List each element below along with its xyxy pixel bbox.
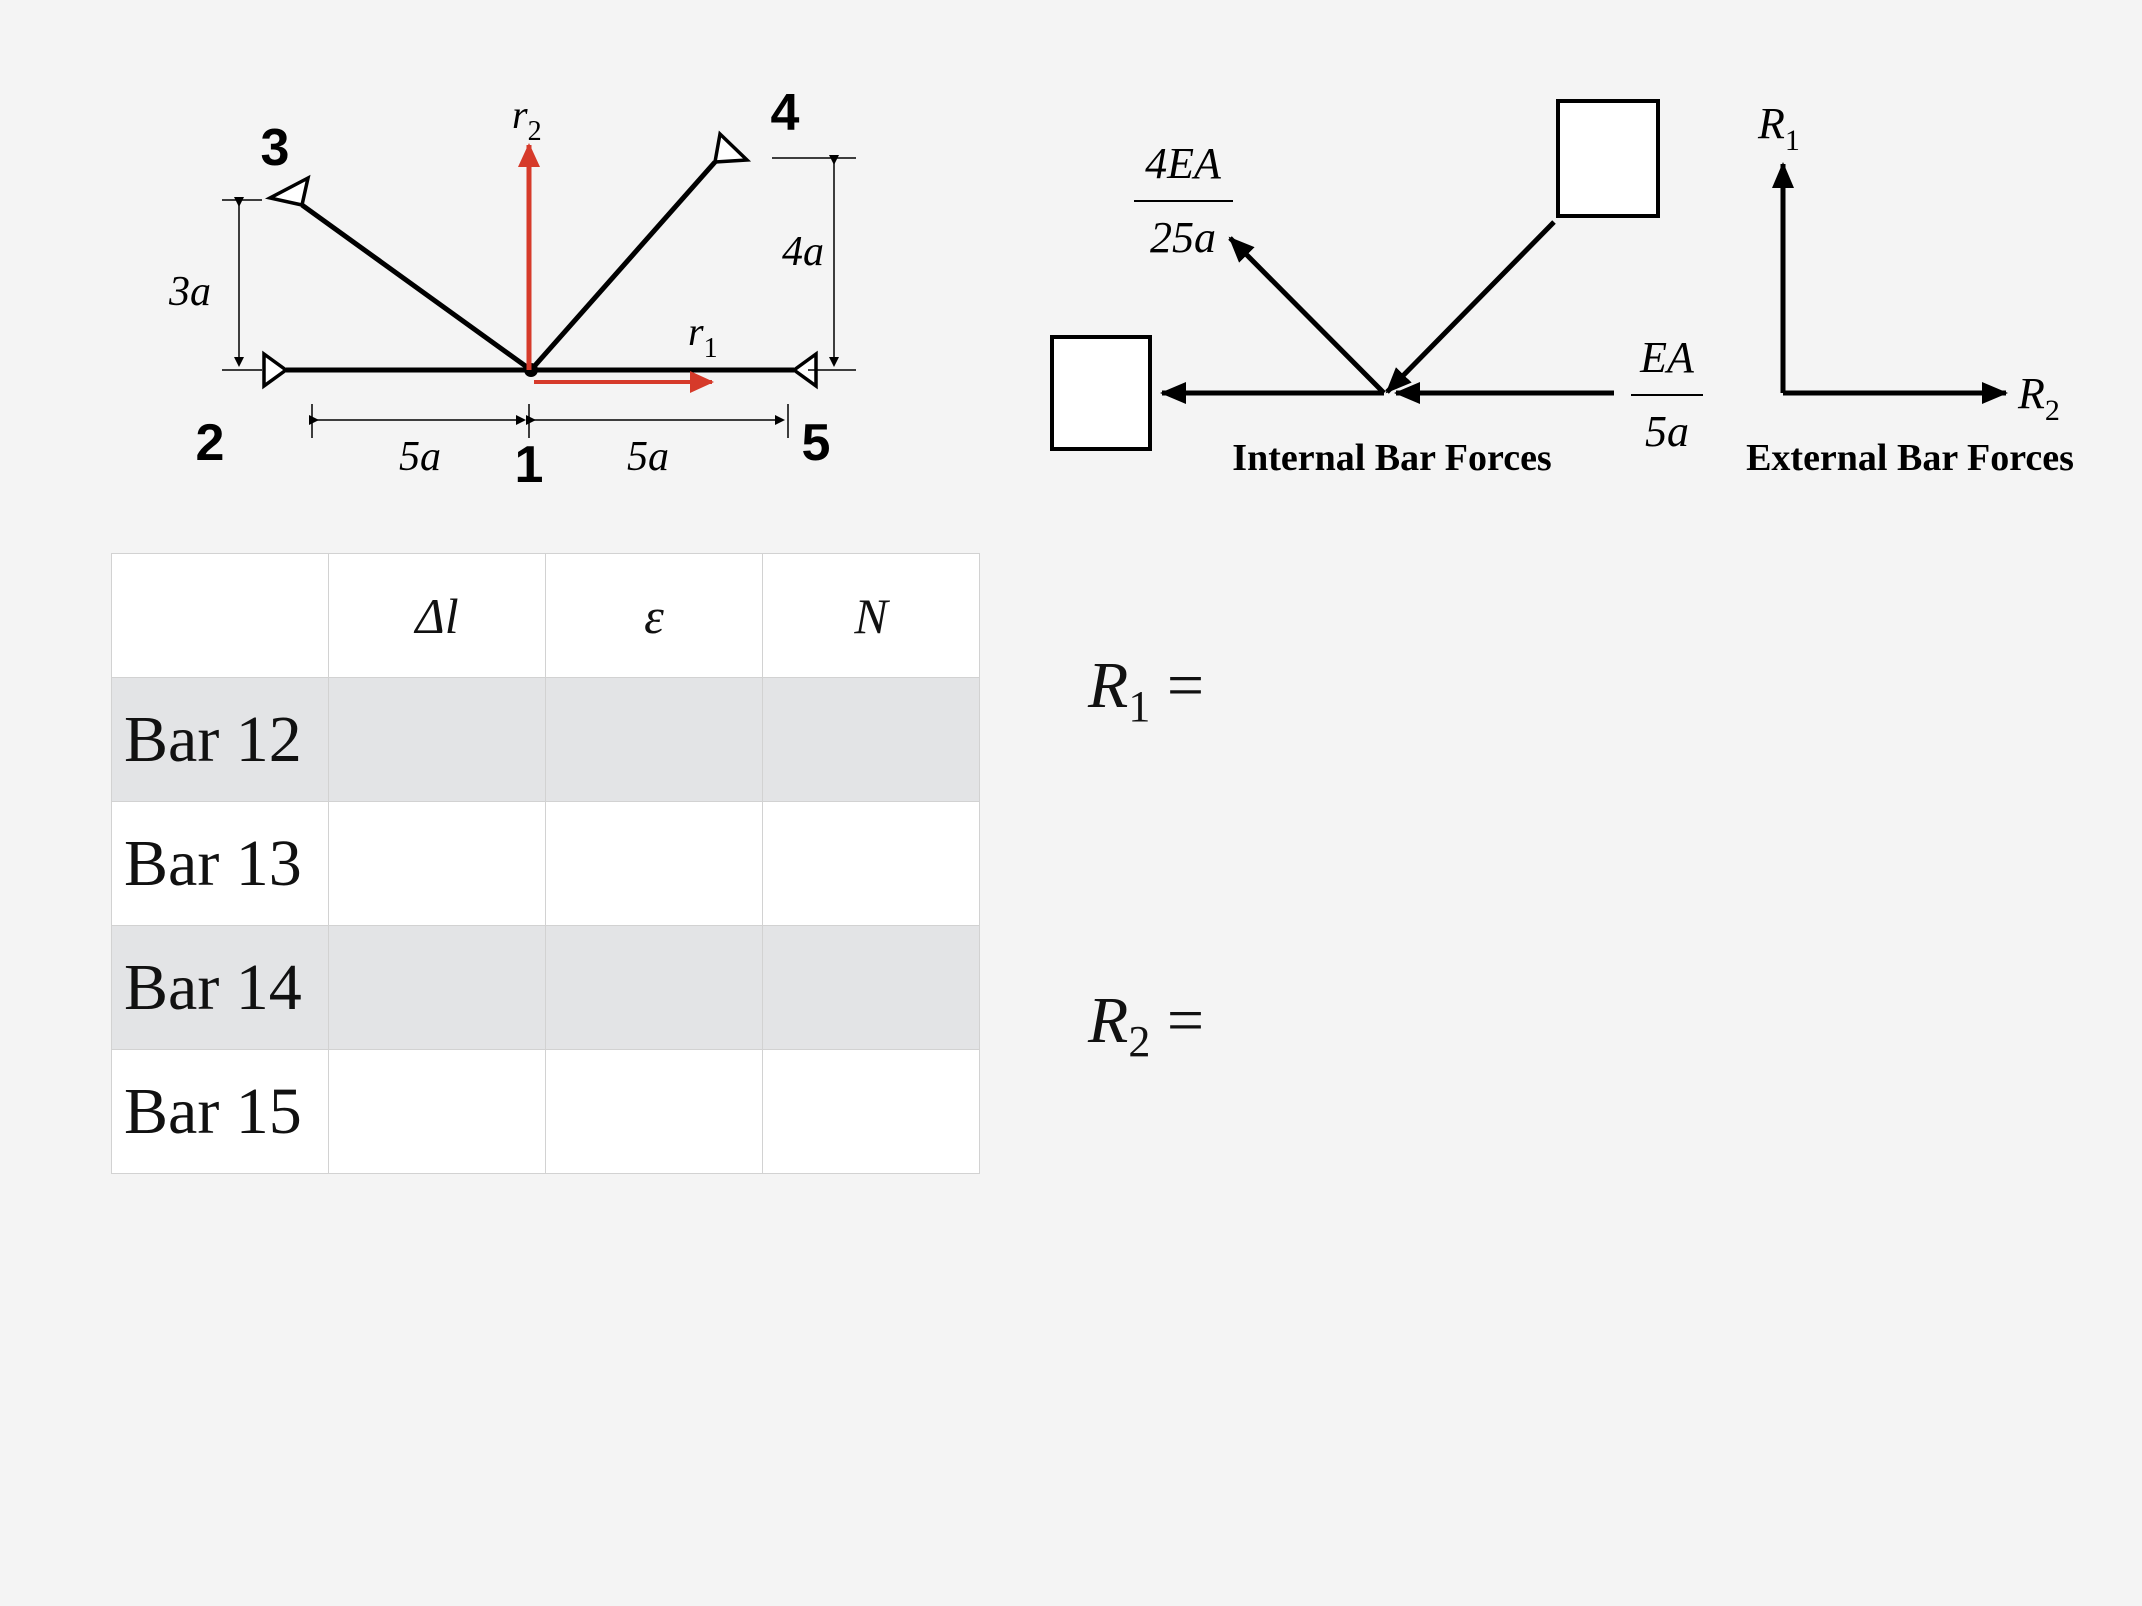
- support-node-2: [262, 350, 289, 390]
- table-header-delta-l: Δl: [328, 553, 546, 678]
- table-header-row: Δl ε N: [111, 553, 980, 678]
- cell-bar-13-delta-l[interactable]: [328, 801, 546, 926]
- equation-R2-equals: =: [1150, 984, 1205, 1057]
- internal-forces-title: Internal Bar Forces: [1232, 437, 1551, 479]
- equation-R2: R2 =: [1088, 983, 1204, 1067]
- table-row: Bar 14: [111, 925, 980, 1050]
- table-row: Bar 12: [111, 677, 980, 802]
- equation-R2-symbol: R: [1088, 984, 1129, 1057]
- cell-bar-12-epsilon[interactable]: [545, 677, 763, 802]
- force-arrow-diagonal-up: [1228, 236, 1386, 395]
- row-label-bar-14: Bar 14: [111, 925, 329, 1050]
- dimension-lines: [222, 155, 856, 438]
- dof-r1-label: r1: [688, 309, 718, 364]
- support-node-4: [712, 130, 752, 164]
- stiffness-horiz-denominator: 5a: [1645, 407, 1689, 456]
- dim-label-5a-left: 5a: [399, 434, 441, 480]
- dim-label-4a: 4a: [782, 229, 824, 275]
- node-label-1: 1: [515, 436, 544, 494]
- stiffness-diag-numerator: 4EA: [1145, 139, 1222, 188]
- table-row: Bar 13: [111, 801, 980, 926]
- row-label-bar-12: Bar 12: [111, 677, 329, 802]
- table-header-blank: [111, 553, 329, 678]
- equation-R2-subscript: 2: [1128, 1017, 1151, 1066]
- cell-bar-14-N[interactable]: [762, 925, 980, 1050]
- table-row: Bar 15: [111, 1049, 980, 1174]
- node-label-3: 3: [261, 119, 290, 177]
- equation-R1-subscript: 1: [1128, 682, 1151, 731]
- cell-bar-15-delta-l[interactable]: [328, 1049, 546, 1174]
- cell-bar-15-N[interactable]: [762, 1049, 980, 1174]
- node-label-5: 5: [802, 414, 831, 472]
- row-label-bar-13: Bar 13: [111, 801, 329, 926]
- node-label-4: 4: [771, 84, 800, 142]
- bar-13: [300, 202, 533, 373]
- equation-R1: R1 =: [1088, 648, 1204, 732]
- axis-R2-label: R2: [2017, 369, 2060, 427]
- cell-bar-14-epsilon[interactable]: [545, 925, 763, 1050]
- internal-forces-diagram: 4EA 25a EA 5a Internal Bar Forces: [1050, 99, 1703, 479]
- cell-bar-15-epsilon[interactable]: [545, 1049, 763, 1174]
- dim-label-5a-right: 5a: [627, 434, 669, 480]
- axis-R1-label: R1: [1757, 99, 1800, 157]
- cell-bar-14-delta-l[interactable]: [328, 925, 546, 1050]
- table-header-epsilon: ε: [545, 553, 763, 678]
- force-arrow-diagonal-down: [1385, 220, 1556, 394]
- bar-14: [529, 160, 717, 372]
- bar-table: Δl ε N Bar 12 Bar 13 Bar 14 Bar 15: [111, 553, 980, 1174]
- row-label-bar-15: Bar 15: [111, 1049, 329, 1174]
- stiffness-horiz-numerator: EA: [1639, 333, 1695, 382]
- dof-r2-label: r2: [512, 92, 542, 147]
- stiffness-diag-denominator: 25a: [1150, 213, 1216, 262]
- support-node-3: [264, 174, 311, 208]
- cell-bar-12-N[interactable]: [762, 677, 980, 802]
- table-header-N: N: [762, 553, 980, 678]
- node-label-2: 2: [196, 414, 225, 472]
- truss-bars: [286, 160, 794, 373]
- cell-bar-13-epsilon[interactable]: [545, 801, 763, 926]
- equation-R1-symbol: R: [1088, 649, 1129, 722]
- answer-box-left: [1050, 335, 1152, 451]
- dim-label-3a: 3a: [168, 269, 211, 315]
- external-forces-diagram: R1 R2 External Bar Forces: [1746, 99, 2074, 479]
- cell-bar-12-delta-l[interactable]: [328, 677, 546, 802]
- external-forces-title: External Bar Forces: [1746, 437, 2074, 479]
- cell-bar-13-N[interactable]: [762, 801, 980, 926]
- truss-diagram: 3 2 1 4 5 3a 4a 5a 5a r2 r1 4EA 25a EA 5…: [168, 84, 2074, 494]
- answer-box-top: [1556, 99, 1660, 218]
- equation-R1-equals: =: [1150, 649, 1205, 722]
